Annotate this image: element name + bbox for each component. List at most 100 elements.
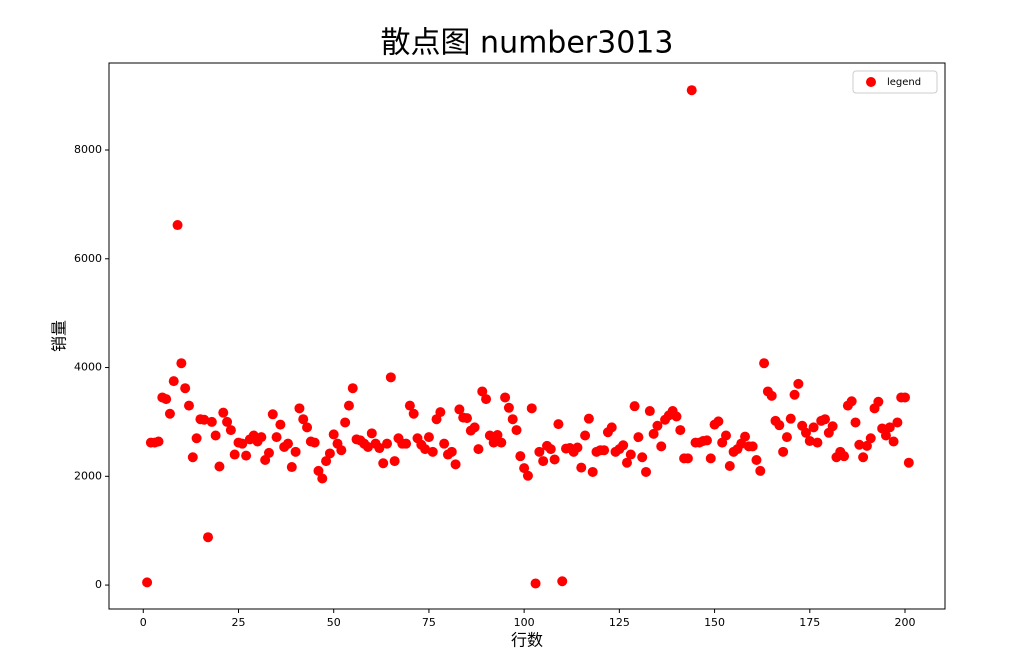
scatter-point (241, 450, 252, 461)
scatter-point (850, 417, 861, 428)
scatter-point (347, 383, 358, 394)
scatter-point (180, 383, 191, 394)
scatter-point (740, 431, 751, 442)
x-tick-label: 25 (231, 616, 245, 629)
scatter-point (218, 407, 229, 418)
scatter-point (652, 420, 663, 431)
scatter-point (721, 430, 732, 441)
scatter-point (858, 452, 869, 463)
scatter-point (538, 456, 549, 467)
scatter-point (553, 419, 564, 430)
scatter-point (427, 446, 438, 457)
legend-box (852, 70, 938, 94)
scatter-point (766, 390, 777, 401)
scatter-point (686, 85, 697, 96)
scatter-point (682, 453, 693, 464)
scatter-point (827, 421, 838, 432)
scatter-point (298, 414, 309, 425)
scatter-point (705, 453, 716, 464)
scatter-point (404, 400, 415, 411)
legend-marker (866, 77, 876, 87)
scatter-point (374, 443, 385, 454)
scatter-point (884, 422, 895, 433)
y-tick-label: 0 (95, 578, 102, 591)
scatter-point (846, 396, 857, 407)
scatter-point (328, 429, 339, 440)
scatter-point (481, 394, 492, 405)
scatter-point (606, 422, 617, 433)
scatter-point (176, 358, 187, 369)
scatter-point (888, 436, 899, 447)
scatter-point (880, 430, 891, 441)
scatter-point (759, 358, 770, 369)
scatter-point (618, 440, 629, 451)
scatter-point (488, 437, 499, 448)
scatter-point (423, 432, 434, 443)
scatter-point (302, 422, 313, 433)
x-tick-label: 125 (609, 616, 630, 629)
scatter-point (587, 466, 598, 477)
scatter-point (545, 444, 556, 455)
scatter-point (309, 437, 320, 448)
scatter-point (164, 408, 175, 419)
x-tick-label: 50 (327, 616, 341, 629)
scatter-point (519, 463, 530, 474)
scatter-point (199, 414, 210, 425)
scatter-point (812, 437, 823, 448)
scatter-point (256, 432, 267, 443)
scatter-point (336, 445, 347, 456)
x-tick-label: 75 (422, 616, 436, 629)
scatter-point (808, 422, 819, 433)
scatter-point (275, 419, 286, 430)
scatter-point (382, 438, 393, 449)
scatter-point (340, 417, 351, 428)
scatter-point (366, 428, 377, 439)
scatter-point (462, 413, 473, 424)
scatter-point (530, 578, 541, 589)
scatter-point (873, 396, 884, 407)
scatter-point (625, 449, 636, 460)
scatter-point (161, 394, 172, 405)
scatter-point (168, 376, 179, 387)
scatter-point (492, 429, 503, 440)
scatter-point (191, 433, 202, 444)
scatter-point (183, 400, 194, 411)
scatter-point (781, 432, 792, 443)
scatter-point (861, 440, 872, 451)
scatter-point (237, 438, 248, 449)
scatter-point (804, 435, 815, 446)
scatter-point (522, 470, 533, 481)
scatter-point (713, 416, 724, 427)
scatter-point (774, 420, 785, 431)
scatter-point (656, 441, 667, 452)
scatter-point (450, 459, 461, 470)
scatter-point (854, 439, 865, 450)
scatter-point (321, 456, 332, 467)
y-tick-label: 6000 (74, 252, 102, 265)
x-tick-label: 200 (895, 616, 916, 629)
scatter-point (785, 413, 796, 424)
scatter-point (203, 532, 214, 543)
scatter-point (389, 456, 400, 467)
scatter-point (629, 401, 640, 412)
scatter-point (583, 413, 594, 424)
scatter-point (496, 437, 507, 448)
scatter-point (865, 433, 876, 444)
scatter-point (267, 409, 278, 420)
scatter-point (401, 438, 412, 449)
scatter-point (290, 446, 301, 457)
scatter-point (500, 392, 511, 403)
scatter-point (446, 446, 457, 457)
scatter-point (469, 422, 480, 433)
scatter-point (473, 444, 484, 455)
scatter-point (724, 460, 735, 471)
scatter-point (633, 432, 644, 443)
scatter-point (408, 408, 419, 419)
x-tick-label: 100 (514, 616, 535, 629)
scatter-point (142, 577, 153, 588)
scatter-point (263, 447, 274, 458)
scatter-point (511, 425, 522, 436)
scatter-point (580, 430, 591, 441)
scatter-point (317, 473, 328, 484)
scatter-point (206, 416, 217, 427)
